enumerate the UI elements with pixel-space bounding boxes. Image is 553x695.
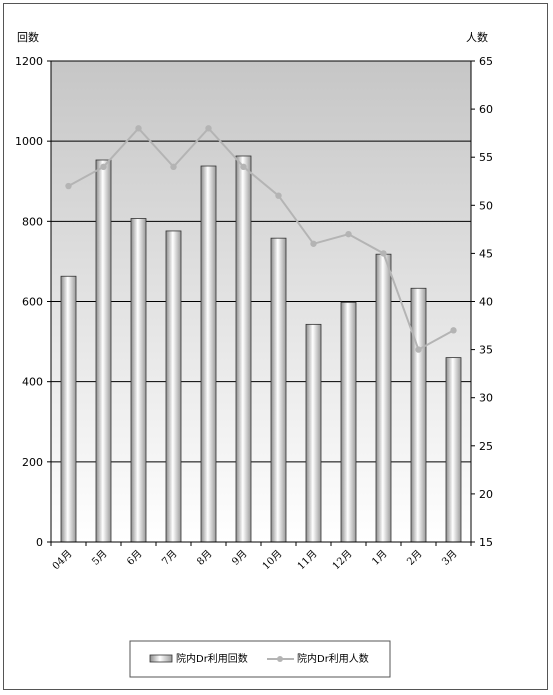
bar [375, 253, 392, 543]
legend-bar-swatch [149, 654, 173, 663]
x-tick-label: 11月 [295, 548, 320, 573]
x-tick-label: 9月 [230, 548, 250, 568]
x-tick-label: 5月 [90, 548, 110, 568]
y-left-tick-label: 0 [36, 536, 43, 549]
line-point [450, 327, 457, 334]
y-right-tick-label: 30 [479, 392, 493, 405]
y-right-tick-label: 25 [479, 440, 493, 453]
y-left-tick-label: 400 [22, 376, 43, 389]
y-left-tick-label: 800 [22, 215, 43, 228]
x-tick-label: 2月 [405, 548, 425, 568]
line-point [65, 182, 72, 190]
x-tick-label: 04月 [50, 548, 75, 573]
bar [235, 155, 252, 543]
x-tick-label: 10月 [260, 548, 285, 573]
y-right-tick-label: 15 [479, 536, 493, 549]
legend-box [129, 640, 391, 678]
bar [60, 275, 77, 543]
y-right-tick-label: 55 [479, 151, 493, 164]
line-point [380, 250, 387, 257]
x-tick-label: 12月 [330, 548, 355, 573]
x-tick-label: 1月 [370, 548, 390, 568]
y-right-tick-label: 40 [479, 296, 493, 309]
gridlines [51, 60, 471, 463]
bar [270, 237, 287, 543]
line-point [345, 230, 352, 238]
line-point [415, 346, 422, 353]
bar [130, 218, 147, 543]
y-right-tick-label: 20 [479, 488, 493, 501]
line-point [135, 125, 142, 132]
y-axis-left-title: 回数 [17, 31, 39, 44]
x-tick-label: 6月 [125, 548, 145, 568]
line-point [240, 163, 247, 171]
y-left-tick-label: 1000 [15, 135, 43, 148]
legend: 院内Dr利用回数 院内Dr利用人数 [129, 640, 391, 678]
legend-line-marker [277, 656, 283, 662]
y-left-tick-label: 1200 [15, 55, 43, 68]
bar [305, 323, 322, 543]
bar-series [60, 155, 462, 543]
line-point [100, 163, 107, 171]
y-axis-right-title: 人数 [466, 31, 488, 44]
bar [340, 301, 357, 543]
line-point [275, 192, 282, 199]
y-left-tick-label: 200 [22, 456, 43, 469]
y-right-tick-label: 60 [479, 103, 493, 116]
bar [165, 230, 182, 543]
y-left-tick-label: 600 [22, 296, 43, 309]
line-point [310, 240, 317, 247]
legend-bar-label: 院内Dr利用回数 [176, 652, 248, 665]
bar [445, 357, 462, 543]
x-tick-label: 8月 [195, 548, 215, 568]
bar [95, 159, 112, 543]
x-tick-label: 7月 [160, 548, 180, 568]
x-tick-label: 3月 [440, 548, 460, 568]
series-line [68, 126, 454, 352]
legend-line-label: 院内Dr利用人数 [297, 652, 369, 665]
bar [200, 165, 217, 543]
line-series [65, 125, 457, 353]
y-right-tick-label: 65 [479, 55, 493, 68]
y-right-tick-label: 50 [479, 199, 493, 212]
y-right-tick-label: 45 [479, 247, 493, 260]
line-point [170, 163, 177, 171]
chart-frame: 0 200 400 600 800 1000 1200 15 20 25 30 35 40 45 50 55 6… [3, 3, 548, 690]
line-point [205, 125, 212, 132]
y-right-tick-label: 35 [479, 344, 493, 357]
bar [410, 287, 427, 543]
axis-labels: 回数 人数 [17, 31, 488, 44]
combo-chart: 0 200 400 600 800 1000 1200 15 20 25 30 35 40 45 50 55 6… [15, 31, 493, 678]
